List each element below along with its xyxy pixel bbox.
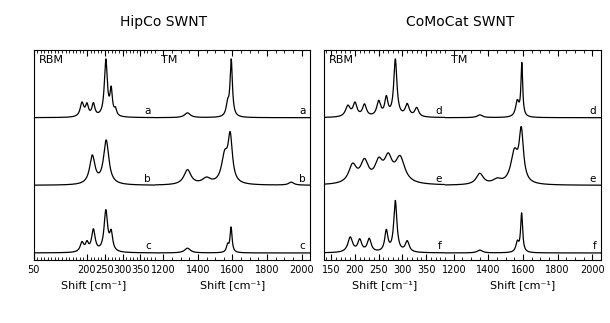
Text: e: e <box>590 173 596 183</box>
Text: TM: TM <box>451 55 468 65</box>
Text: b: b <box>145 173 151 183</box>
Text: c: c <box>300 241 306 251</box>
Text: HipCo SWNT: HipCo SWNT <box>120 15 207 28</box>
Text: f: f <box>592 241 596 251</box>
X-axis label: Shift [cm⁻¹]: Shift [cm⁻¹] <box>62 280 127 290</box>
Text: a: a <box>300 106 306 116</box>
X-axis label: Shift [cm⁻¹]: Shift [cm⁻¹] <box>200 280 265 290</box>
X-axis label: Shift [cm⁻¹]: Shift [cm⁻¹] <box>352 280 417 290</box>
Text: a: a <box>145 106 151 116</box>
Text: c: c <box>145 241 151 251</box>
Text: b: b <box>299 173 306 183</box>
Text: RBM: RBM <box>329 55 354 65</box>
Text: d: d <box>435 106 442 116</box>
Text: f: f <box>438 241 442 251</box>
X-axis label: Shift [cm⁻¹]: Shift [cm⁻¹] <box>490 280 556 290</box>
Text: RBM: RBM <box>38 55 63 65</box>
Text: CoMoCat SWNT: CoMoCat SWNT <box>406 15 515 28</box>
Text: TM: TM <box>161 55 178 65</box>
Text: d: d <box>589 106 596 116</box>
Text: e: e <box>435 173 442 183</box>
